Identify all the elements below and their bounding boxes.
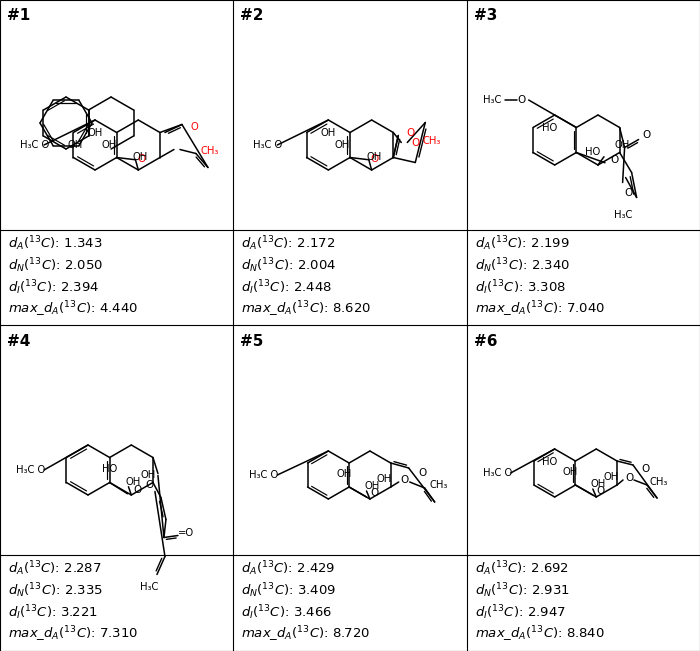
Text: OH: OH [88, 128, 103, 138]
Text: O: O [641, 464, 649, 474]
Text: #2: #2 [240, 8, 264, 23]
Text: OH: OH [366, 152, 382, 162]
Text: $d_{A}(^{13}C)$: 2.199: $d_{A}(^{13}C)$: 2.199 [475, 234, 569, 253]
Text: $d_{N}(^{13}C)$: 2.335: $d_{N}(^{13}C)$: 2.335 [8, 581, 103, 600]
Text: O: O [624, 187, 633, 197]
Text: $d_{I}(^{13}C)$: 2.394: $d_{I}(^{13}C)$: 2.394 [8, 278, 99, 297]
Text: OH: OH [563, 467, 578, 477]
Text: #4: #4 [7, 333, 30, 348]
Text: $d_{I}(^{13}C)$: 3.466: $d_{I}(^{13}C)$: 3.466 [241, 603, 332, 622]
Text: OH: OH [337, 469, 351, 479]
Text: H₃C O: H₃C O [249, 470, 279, 480]
Text: H₃C O: H₃C O [16, 465, 46, 475]
Text: O: O [400, 475, 409, 485]
Text: $d_{I}(^{13}C)$: 2.448: $d_{I}(^{13}C)$: 2.448 [241, 278, 332, 297]
Text: OH: OH [615, 140, 629, 150]
Text: $d_{A}(^{13}C)$: 2.692: $d_{A}(^{13}C)$: 2.692 [475, 559, 568, 577]
Text: CH₃: CH₃ [650, 477, 668, 487]
Text: O: O [137, 154, 146, 164]
Text: HO: HO [102, 465, 118, 475]
Text: O: O [370, 488, 379, 498]
Text: HO: HO [585, 147, 601, 157]
Text: H₃C: H₃C [483, 95, 501, 105]
Text: $d_{I}(^{13}C)$: 3.221: $d_{I}(^{13}C)$: 3.221 [8, 603, 98, 622]
Text: H₃C O: H₃C O [483, 468, 512, 478]
Text: $d_{N}(^{13}C)$: 2.050: $d_{N}(^{13}C)$: 2.050 [8, 256, 103, 275]
Text: OH: OH [335, 139, 349, 150]
Text: $d_{N}(^{13}C)$: 2.340: $d_{N}(^{13}C)$: 2.340 [475, 256, 570, 275]
Text: $max\_d_{A}(^{13}C)$: 7.310: $max\_d_{A}(^{13}C)$: 7.310 [8, 625, 138, 644]
Text: CH₃: CH₃ [201, 146, 219, 156]
Text: $d_{A}(^{13}C)$: 2.287: $d_{A}(^{13}C)$: 2.287 [8, 559, 101, 577]
Text: OH: OH [364, 481, 379, 491]
Text: OH: OH [591, 479, 606, 489]
Text: O: O [134, 485, 141, 495]
Text: $max\_d_{A}(^{13}C)$: 8.620: $max\_d_{A}(^{13}C)$: 8.620 [241, 299, 372, 319]
Text: O: O [625, 473, 633, 483]
Text: #5: #5 [240, 333, 264, 348]
Text: O: O [406, 128, 414, 139]
Text: OH: OH [133, 152, 148, 162]
Text: O: O [643, 130, 651, 141]
Text: HO: HO [542, 123, 557, 133]
Text: $d_{N}(^{13}C)$: 2.931: $d_{N}(^{13}C)$: 2.931 [475, 581, 570, 600]
Text: OH: OH [101, 139, 116, 150]
Text: $d_{A}(^{13}C)$: 2.429: $d_{A}(^{13}C)$: 2.429 [241, 559, 336, 577]
Text: OH: OH [321, 128, 336, 138]
Text: O: O [419, 468, 427, 478]
Text: OH: OH [68, 139, 83, 150]
Text: $max\_d_{A}(^{13}C)$: 8.720: $max\_d_{A}(^{13}C)$: 8.720 [241, 625, 370, 644]
Text: H₃C O: H₃C O [20, 140, 49, 150]
Text: O: O [611, 155, 619, 165]
Text: $d_{N}(^{13}C)$: 2.004: $d_{N}(^{13}C)$: 2.004 [241, 256, 337, 275]
Text: O: O [517, 95, 526, 105]
Text: O: O [596, 486, 605, 496]
Text: $d_{I}(^{13}C)$: 2.947: $d_{I}(^{13}C)$: 2.947 [475, 603, 566, 622]
Text: H₃C: H₃C [614, 210, 633, 221]
Text: O: O [146, 480, 154, 490]
Text: $max\_d_{A}(^{13}C)$: 8.840: $max\_d_{A}(^{13}C)$: 8.840 [475, 625, 604, 644]
Text: OH: OH [377, 474, 392, 484]
Text: O: O [411, 137, 419, 148]
Text: $d_{A}(^{13}C)$: 2.172: $d_{A}(^{13}C)$: 2.172 [241, 234, 335, 253]
Text: $max\_d_{A}(^{13}C)$: 4.440: $max\_d_{A}(^{13}C)$: 4.440 [8, 299, 138, 319]
Text: #6: #6 [474, 333, 497, 348]
Text: HO: HO [542, 457, 557, 467]
Text: $d_{A}(^{13}C)$: 1.343: $d_{A}(^{13}C)$: 1.343 [8, 234, 102, 253]
Text: O: O [190, 122, 198, 132]
Text: CH₃: CH₃ [422, 135, 440, 146]
Text: $d_{I}(^{13}C)$: 3.308: $d_{I}(^{13}C)$: 3.308 [475, 278, 566, 297]
Text: #3: #3 [474, 8, 497, 23]
Text: $max\_d_{A}(^{13}C)$: 7.040: $max\_d_{A}(^{13}C)$: 7.040 [475, 299, 605, 319]
Text: =O: =O [178, 529, 194, 538]
Text: H₃C: H₃C [140, 581, 158, 592]
Text: $d_{N}(^{13}C)$: 3.409: $d_{N}(^{13}C)$: 3.409 [241, 581, 337, 600]
Text: OH: OH [141, 470, 156, 480]
Text: OH: OH [603, 472, 619, 482]
Text: OH: OH [126, 477, 141, 487]
Text: H₃C O: H₃C O [253, 140, 283, 150]
Text: CH₃: CH₃ [430, 480, 448, 490]
Text: O: O [371, 154, 379, 164]
Text: #1: #1 [7, 8, 30, 23]
